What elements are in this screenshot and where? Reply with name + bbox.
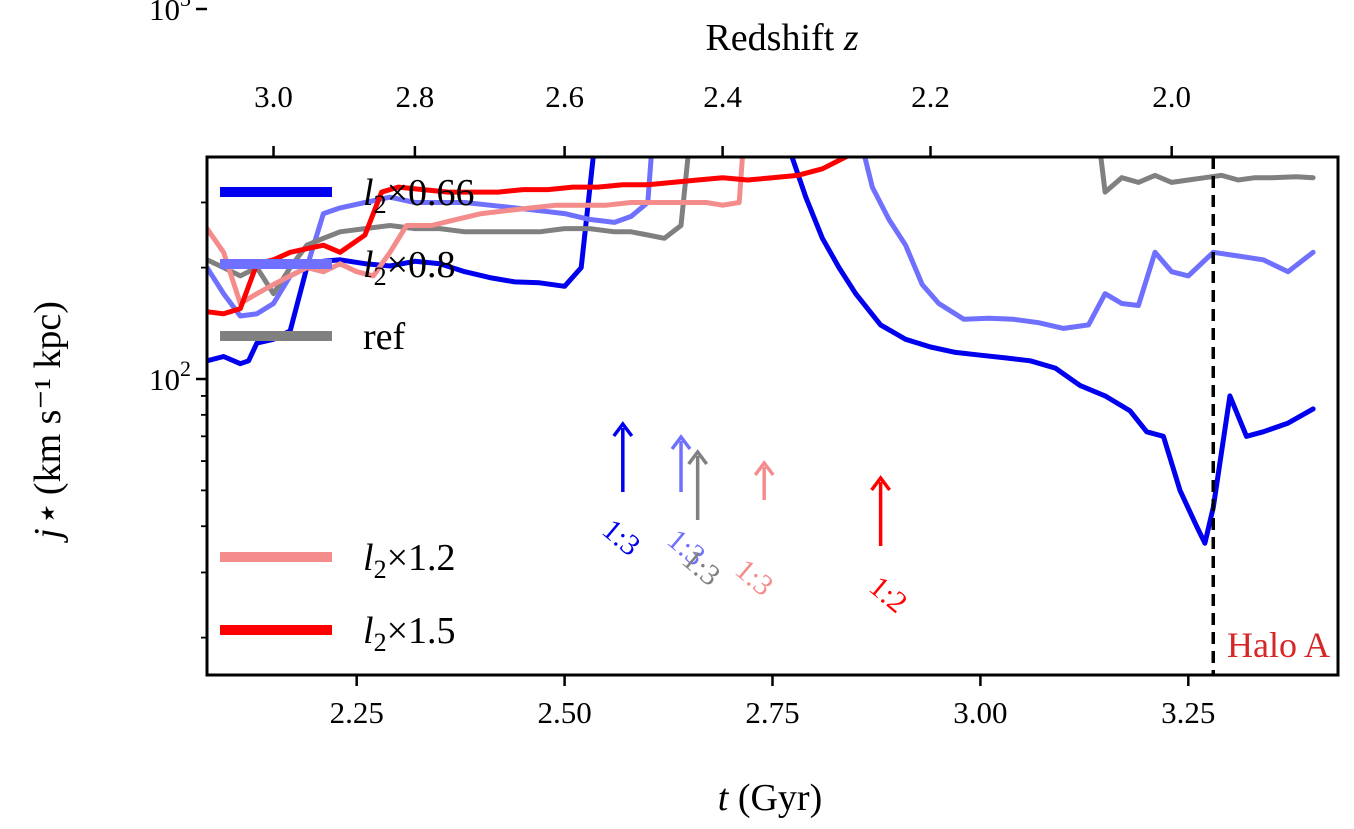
axis-labels: Redshift z t (Gyr) j⋆ (km s⁻¹ kpc): [27, 17, 859, 819]
legend-label-base: l: [363, 244, 374, 286]
x-tick-label: 2.50: [537, 695, 591, 730]
y-tick-label: 102: [149, 356, 191, 397]
series-lines: [207, 157, 1316, 675]
legend-label-base: l: [363, 537, 374, 579]
legend-label-base: l: [363, 172, 374, 214]
merger-arrow-head: [612, 421, 634, 438]
merger-arrow-head: [687, 449, 709, 466]
legend-label-sub: 2: [374, 555, 387, 584]
series-line-1.2: [207, 157, 745, 306]
halo-annotation: Halo A: [1227, 625, 1330, 665]
legend-label: ref: [363, 316, 406, 358]
x-axis-label-text: (Gyr): [738, 777, 822, 819]
axes: Halo A 2.25 2.50 2.75 3.00 3.25 3.0 2.8 2.6 2.4 2.…: [149, 0, 1340, 730]
y-axis-label: j⋆ (km s⁻¹ kpc): [27, 301, 69, 544]
x-tick-label: 2.75: [745, 695, 799, 730]
legend-label: l2×1.5: [363, 610, 456, 657]
y-tick-exp: 3: [180, 0, 191, 11]
merger-ratio-label: 1:2: [863, 570, 914, 620]
x-axis-symbol: t: [718, 777, 730, 819]
top-axis-symbol: z: [843, 17, 859, 59]
series-line-ref: [207, 157, 1316, 297]
legend-label-rest: ×1.5: [387, 610, 456, 652]
y-tick-base: 10: [149, 0, 180, 27]
top-tick-label: 2.6: [545, 79, 584, 114]
top-axis-label: Redshift z: [705, 17, 858, 59]
legend-label: l2×0.8: [363, 244, 456, 291]
legend-label-base: l: [363, 610, 374, 652]
top-tick-label: 2.0: [1152, 79, 1191, 114]
legend-label-sub: 2: [374, 628, 387, 657]
y-axis-symbol: j⋆: [27, 505, 69, 544]
x-axis-label: t (Gyr): [718, 777, 822, 819]
series-line-0.66: [207, 157, 1316, 546]
top-tick-label: 3.0: [254, 79, 293, 114]
y-axis-label-text: (km s⁻¹ kpc): [27, 301, 69, 495]
y-tick-label: 103: [149, 0, 191, 27]
x-tick-label: 3.25: [1161, 695, 1215, 730]
merger-arrows: 1:3 1:31:3 1:3 1:2: [596, 421, 914, 620]
legend-label-rest: ×0.66: [387, 172, 475, 214]
top-tick-label: 2.2: [911, 79, 950, 114]
top-axis-label-text: Redshift: [705, 17, 834, 59]
legend-label-rest: ×1.2: [387, 537, 456, 579]
merger-ratio-label: 1:3: [596, 513, 647, 563]
merger-arrow-head: [870, 475, 892, 492]
x-tick-label: 2.25: [330, 695, 384, 730]
legend-label-rest: ×0.8: [387, 244, 456, 286]
legend-label: l2×1.2: [363, 537, 456, 584]
series-line-0.8: [207, 157, 1316, 331]
y-tick-exp: 2: [180, 356, 191, 381]
plot-frame: [205, 155, 1340, 677]
merger-arrow-head: [753, 460, 775, 477]
merger-ratio-label: 1:3: [729, 553, 780, 603]
x-tick-label: 3.00: [953, 695, 1007, 730]
y-tick-base: 10: [149, 362, 180, 397]
series-line-1.5: [207, 157, 850, 317]
top-tick-label: 2.8: [396, 79, 435, 114]
merger-arrow-head: [670, 434, 692, 451]
legend-label: l2×0.66: [363, 172, 475, 219]
top-tick-label: 2.4: [703, 79, 742, 114]
legend-label-sub: 2: [374, 190, 387, 219]
legend-label-sub: 2: [374, 262, 387, 291]
